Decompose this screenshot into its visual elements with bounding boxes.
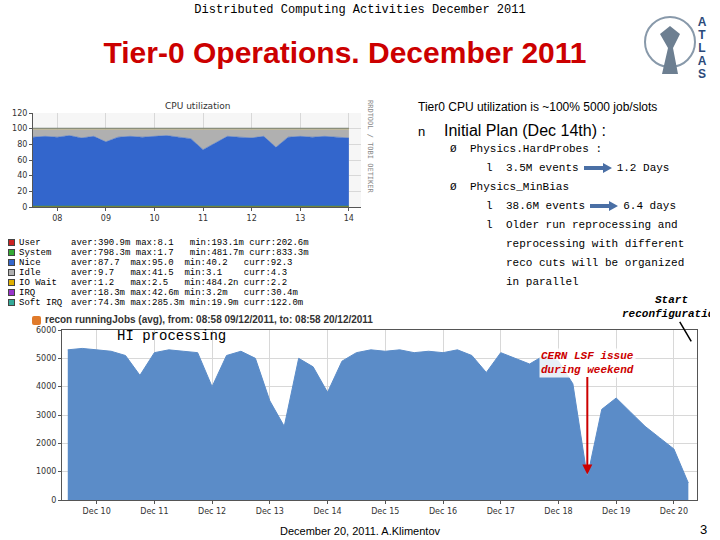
html-text:recon runningJobs (avg), from:: recon runningJobs (avg), from: 08:58 09/… [45,314,373,325]
html-text:Distributed Computing Activiti: Distributed Computing Activities Decembe… [194,3,526,17]
html-text:n: n [418,124,426,139]
svg-text:6000: 6000 [36,326,56,335]
svg-text:S: S [698,67,706,81]
html-text:User: User [19,238,41,248]
svg-text:10: 10 [149,214,159,223]
svg-text:L: L [698,41,705,55]
svg-text:0: 0 [51,496,56,505]
svg-text:100: 100 [12,124,27,133]
html-text:aver:798.3m max:1.7 min:481.7m: aver:798.3m max:1.7 min:481.7m curr:833.… [71,248,309,258]
svg-text:60: 60 [17,156,27,165]
svg-text:0: 0 [22,203,27,212]
html-text:Initial Plan (Dec 14th) :: Initial Plan (Dec 14th) : [444,122,606,139]
svg-text:Dec 18: Dec 18 [544,507,572,516]
html-text:aver:87.7 max:95.0 min:40.2 cu: aver:87.7 max:95.0 min:40.2 curr:92.3 [71,258,293,268]
html-text:3.5M events: 3.5M events [506,162,579,174]
svg-text:Dec 15: Dec 15 [371,507,399,516]
html-text:6.4 days: 6.4 days [623,200,676,212]
html-text:RRDTOOL / TOBI OETIKER: RRDTOOL / TOBI OETIKER [366,100,374,193]
svg-text:80: 80 [17,140,27,149]
html-text:3: 3 [700,522,708,537]
svg-text:4000: 4000 [36,382,56,391]
html-text:December 20, 2011. A.Klimentov: December 20, 2011. A.Klimentov [280,525,440,537]
svg-text:14: 14 [344,214,354,223]
html-text:Idle: Idle [19,268,41,278]
svg-text:08: 08 [52,214,62,223]
svg-text:2000: 2000 [36,439,56,448]
html-text:aver:390.9m max:8.1 min:193.1m: aver:390.9m max:8.1 min:193.1m curr:202.… [71,238,309,248]
html-text:Ø: Ø [450,143,457,155]
html-text:aver:1.2 max:2.5 min:484.2n cu: aver:1.2 max:2.5 min:484.2n curr:2.2 [71,278,287,288]
html-text:Tier0 CPU utilization is ~100%: Tier0 CPU utilization is ~100% 5000 job/… [418,100,658,114]
svg-text:Dec 13: Dec 13 [256,507,284,516]
svg-text:1000: 1000 [36,467,56,476]
html-text:IRQ: IRQ [19,288,36,298]
svg-text:HI processing: HI processing [117,328,226,344]
html-text:Soft IRQ: Soft IRQ [19,298,63,308]
html-text:Physics.HardProbes :: Physics.HardProbes : [470,143,602,155]
svg-text:Dec 14: Dec 14 [313,507,341,516]
svg-text:40: 40 [17,171,27,180]
svg-text:A: A [698,54,707,68]
svg-text:Dec 19: Dec 19 [602,507,630,516]
html-text:Ø: Ø [450,181,457,193]
svg-text:Dec 11: Dec 11 [140,507,168,516]
svg-text:20: 20 [17,187,27,196]
html-text:1.2 Days: 1.2 Days [616,162,670,174]
svg-text:Dec 16: Dec 16 [429,507,457,516]
html-text:Older run reprocessing and rep: Older run reprocessing and reprocessing … [506,219,685,288]
html-text:l: l [486,219,493,231]
html-text:aver:9.7 max:41.5 min:3.1 curr: aver:9.7 max:41.5 min:3.1 curr:4.3 [71,268,287,278]
html-text:aver:18.3m max:42.6m min:3.2m: aver:18.3m max:42.6m min:3.2m curr:30.4m [71,288,298,298]
html-text:38.6M events: 38.6M events [506,200,586,212]
svg-text:3000: 3000 [36,411,56,420]
svg-text:CERN LSF issueduring weekend: CERN LSF issueduring weekend [541,350,634,376]
svg-text:Dec 10: Dec 10 [83,507,111,516]
html-text:Nice: Nice [19,258,41,268]
svg-text:09: 09 [101,214,111,223]
html-text:IO Wait: IO Wait [19,278,57,288]
html-text:l: l [486,162,493,174]
svg-text:11: 11 [198,214,208,223]
svg-text:T: T [698,28,706,42]
svg-text:A: A [698,15,707,29]
svg-text:Startreconfiguration: Startreconfiguration [622,294,710,320]
svg-text:5000: 5000 [36,354,56,363]
html-text:System: System [19,248,52,258]
html-text:aver:74.3m max:285.3m min:19.9: aver:74.3m max:285.3m min:19.9m curr:122… [71,298,304,308]
html-text:Tier-0 Operations. December 20: Tier-0 Operations. December 2011 [103,36,587,69]
svg-text:Dec 20: Dec 20 [660,507,688,516]
svg-text:Dec 12: Dec 12 [198,507,226,516]
svg-text:CPU utilization: CPU utilization [165,101,230,111]
svg-text:12: 12 [247,214,257,223]
svg-text:13: 13 [295,214,305,223]
html-text:l: l [486,200,493,212]
svg-text:Dec 17: Dec 17 [487,507,515,516]
html-text:Physics_MinBias: Physics_MinBias [470,181,569,193]
svg-text:120: 120 [12,109,27,118]
